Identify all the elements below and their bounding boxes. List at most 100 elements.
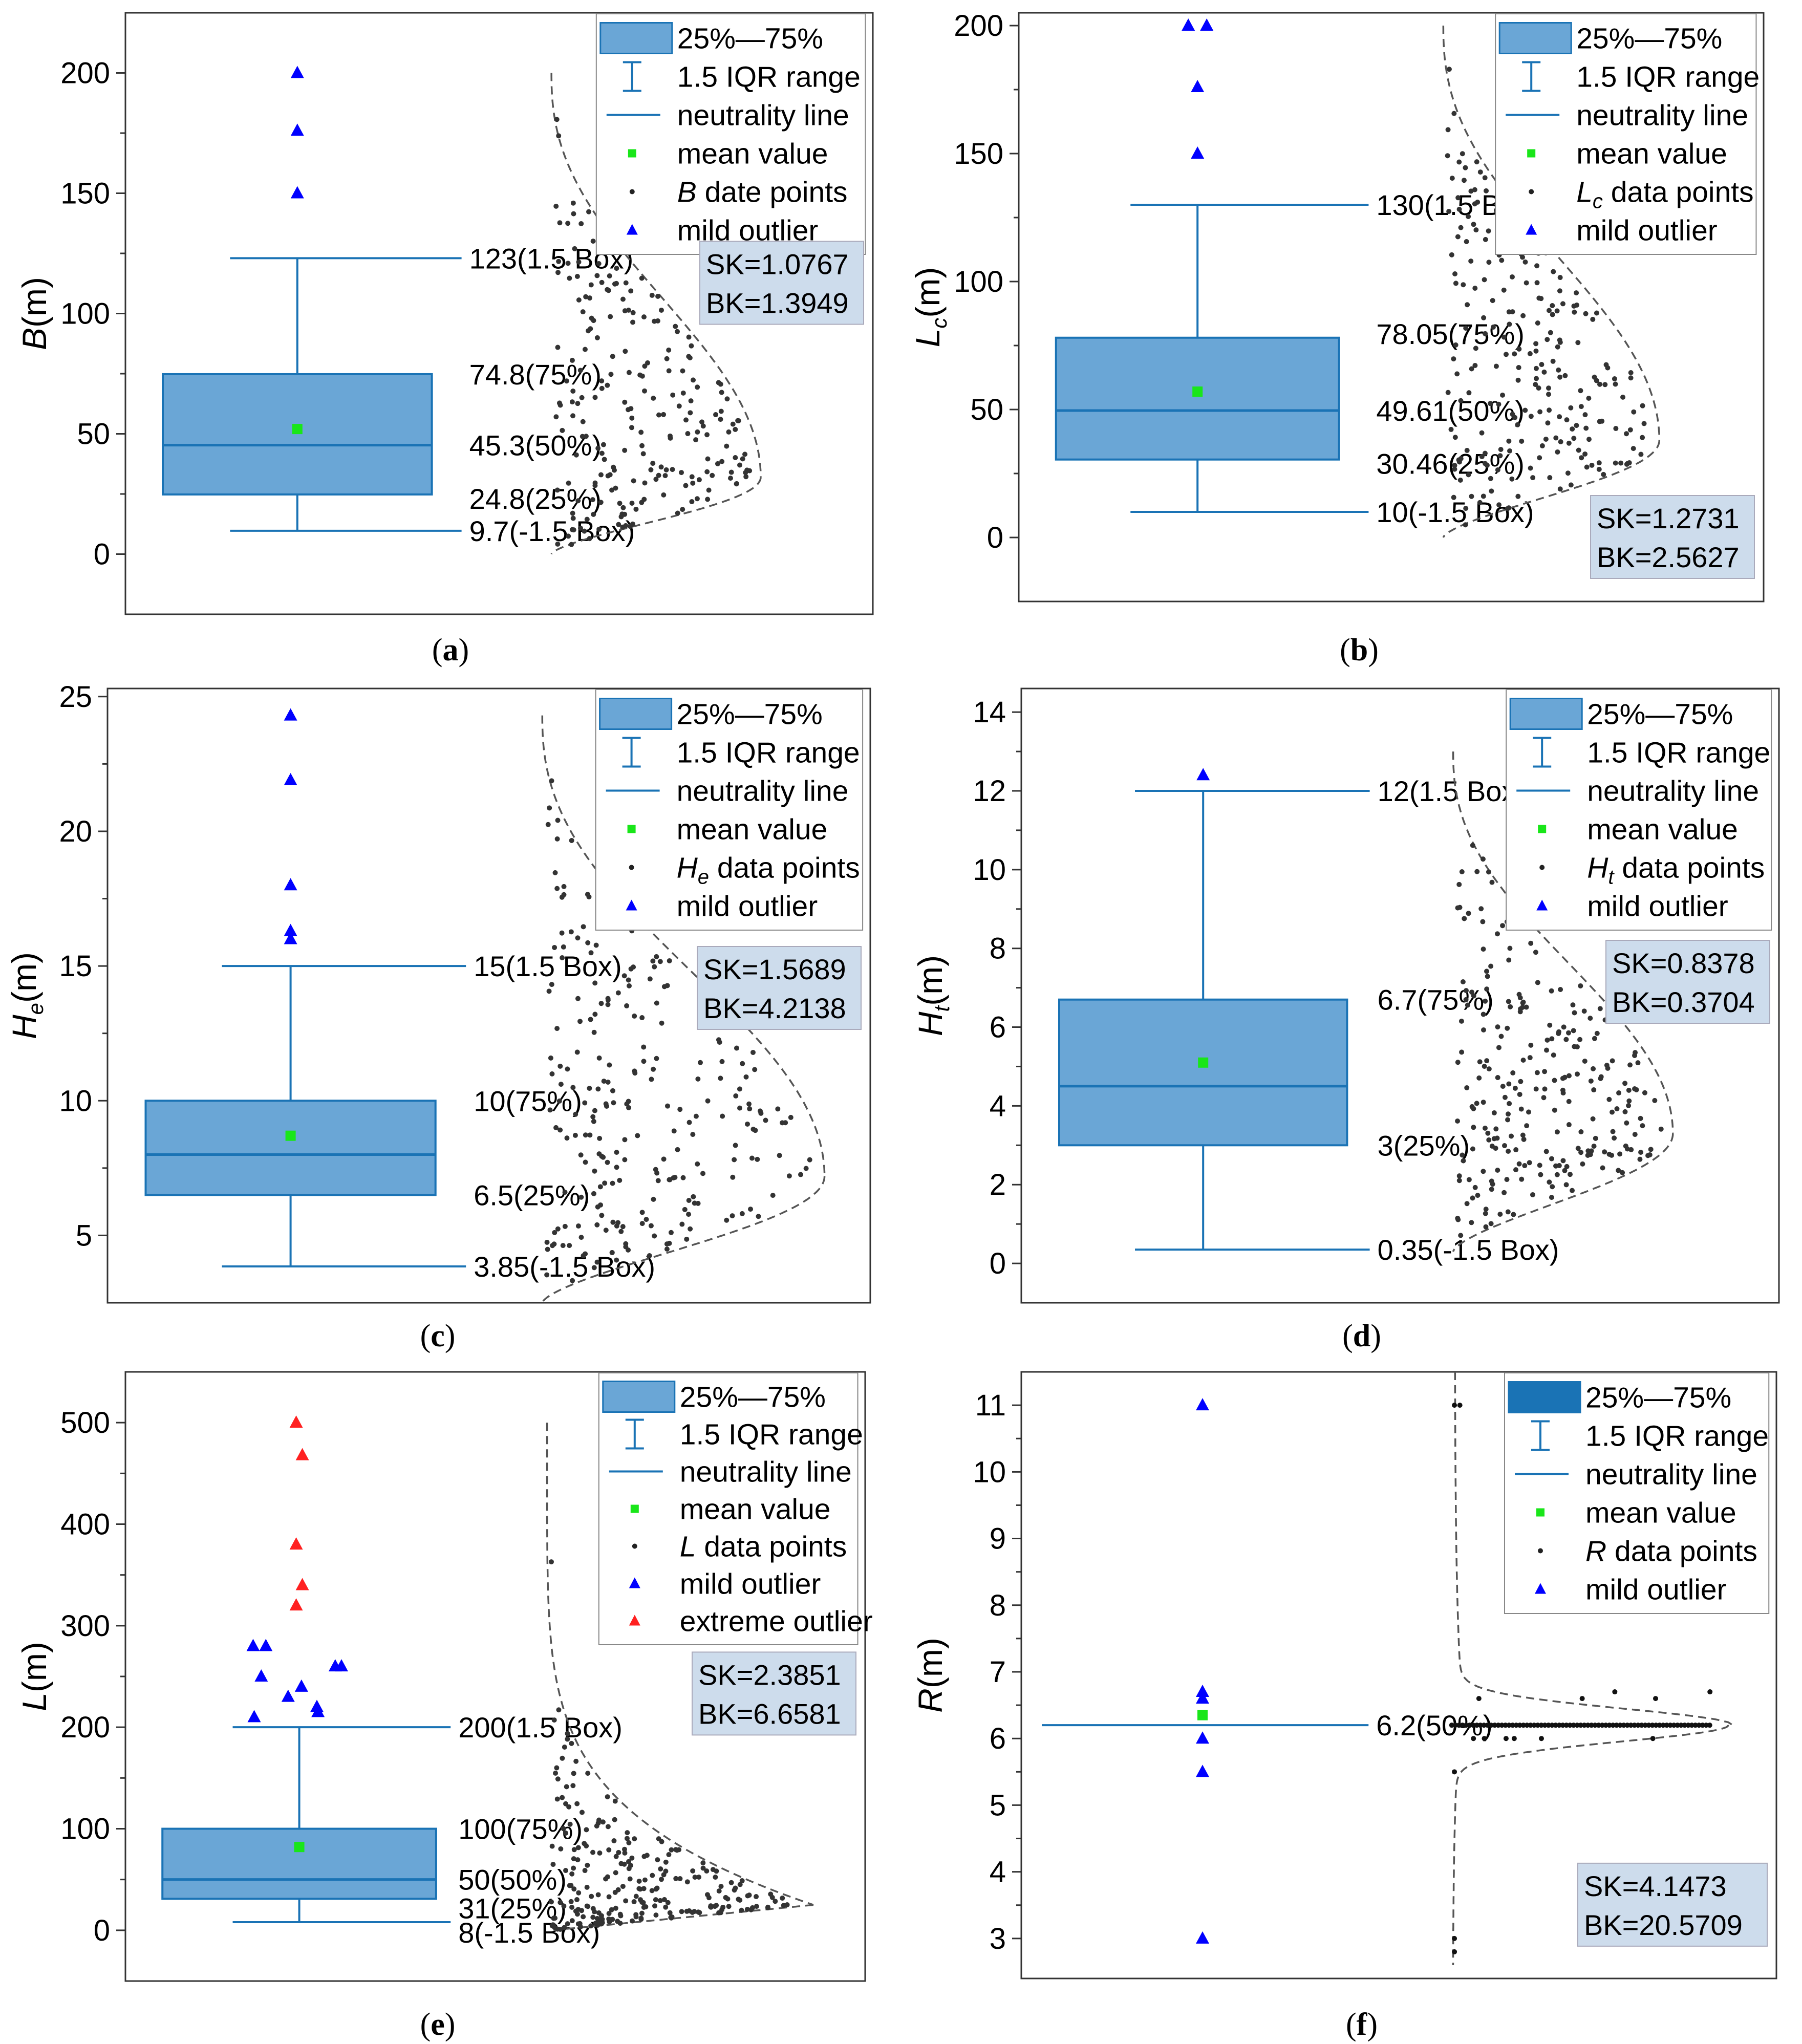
- data-point: [585, 1771, 591, 1776]
- data-point: [1547, 407, 1552, 413]
- data-point: [1466, 213, 1471, 219]
- data-point: [1486, 1066, 1492, 1072]
- data-point: [1454, 371, 1460, 377]
- data-point: [593, 1921, 598, 1926]
- data-point: [631, 1899, 637, 1904]
- data-point: [1612, 1135, 1617, 1141]
- data-point: [1528, 414, 1534, 419]
- data-point: [1639, 1723, 1644, 1728]
- data-point: [605, 1794, 610, 1800]
- data-point: [1606, 1151, 1612, 1157]
- iqr-box: [144, 1100, 437, 1196]
- data-point: [626, 370, 632, 375]
- data-point: [1578, 1129, 1584, 1135]
- data-point: [578, 1152, 584, 1158]
- data-point: [575, 1857, 581, 1863]
- data-point: [1588, 1078, 1594, 1084]
- data-point: [1641, 421, 1647, 426]
- y-tick-label: 10: [59, 1084, 92, 1117]
- data-point: [1458, 225, 1464, 230]
- data-point: [623, 349, 628, 354]
- data-point: [1610, 1129, 1616, 1134]
- mild-outlier: [310, 1699, 324, 1712]
- data-point: [1597, 1006, 1603, 1012]
- panel-label-paren: ): [459, 633, 469, 668]
- data-point: [1496, 401, 1501, 407]
- data-point: [668, 1914, 674, 1920]
- data-point: [647, 976, 653, 982]
- data-point: [577, 1921, 583, 1926]
- y-tick-label: 100: [60, 297, 110, 331]
- legend-box-swatch: [599, 698, 673, 730]
- data-point: [592, 483, 598, 488]
- data-point: [1586, 395, 1592, 401]
- data-point: [1582, 412, 1588, 418]
- data-point: [630, 319, 636, 325]
- data-point: [551, 1717, 557, 1723]
- data-point: [602, 457, 607, 462]
- data-point: [563, 1830, 569, 1836]
- data-point: [578, 221, 584, 226]
- data-point: [685, 431, 691, 437]
- data-point: [1554, 1129, 1560, 1135]
- distribution-curve-lower: [1452, 1724, 1729, 1966]
- data-point: [1563, 1182, 1569, 1188]
- mild-outlier: [284, 932, 297, 944]
- value-annotation: 49.61(50%): [1376, 395, 1525, 427]
- data-point: [666, 368, 672, 374]
- y-axis-unit: (m): [5, 952, 43, 1003]
- data-point: [1594, 1030, 1600, 1036]
- data-point: [582, 347, 588, 352]
- data-point: [570, 1085, 576, 1090]
- data-point: [605, 1159, 610, 1165]
- data-point: [1477, 1059, 1483, 1065]
- legend-label: neutrality line: [1587, 775, 1759, 808]
- data-point: [1596, 460, 1602, 466]
- data-point: [1452, 1723, 1458, 1728]
- data-point: [1610, 1723, 1616, 1728]
- data-point: [1476, 1075, 1482, 1081]
- data-point: [704, 469, 710, 475]
- data-point: [704, 1868, 710, 1874]
- data-point: [1551, 1052, 1556, 1058]
- data-point: [687, 1120, 692, 1125]
- data-point: [546, 988, 552, 994]
- data-point: [558, 1082, 564, 1087]
- data-point: [591, 1118, 596, 1124]
- data-point: [655, 293, 661, 299]
- panel-label-paren: ): [445, 2007, 456, 2042]
- legend-dot-swatch: [1538, 1548, 1543, 1554]
- data-point: [599, 279, 605, 285]
- data-point: [1546, 385, 1551, 391]
- data-point: [1481, 315, 1487, 320]
- data-point: [570, 413, 576, 419]
- data-point: [1503, 1736, 1509, 1741]
- data-point: [684, 1236, 690, 1242]
- data-point: [639, 443, 645, 448]
- distribution-curve-upper: [550, 73, 762, 478]
- data-point: [1570, 426, 1575, 432]
- legend-dot-swatch: [632, 1543, 637, 1549]
- data-point: [1589, 1148, 1594, 1154]
- data-point: [726, 429, 732, 435]
- data-point: [718, 1075, 723, 1081]
- distribution-curve-upper: [546, 1423, 814, 1906]
- data-point: [1474, 1101, 1479, 1106]
- data-point: [732, 1157, 737, 1163]
- mild-outlier: [284, 708, 297, 721]
- data-point: [583, 434, 589, 439]
- mild-outlier: [1196, 1685, 1209, 1697]
- data-point: [1531, 1723, 1537, 1728]
- data-point: [623, 280, 629, 286]
- data-point: [1574, 1723, 1580, 1728]
- data-point: [566, 533, 571, 539]
- data-point: [571, 527, 576, 533]
- data-point: [1564, 1164, 1570, 1169]
- data-point: [724, 396, 730, 402]
- data-point: [1445, 390, 1451, 395]
- data-point: [577, 1019, 583, 1024]
- data-point: [664, 1103, 670, 1109]
- data-point: [636, 1879, 642, 1884]
- y-tick-label: 9: [990, 1522, 1006, 1556]
- data-point: [1522, 1163, 1528, 1169]
